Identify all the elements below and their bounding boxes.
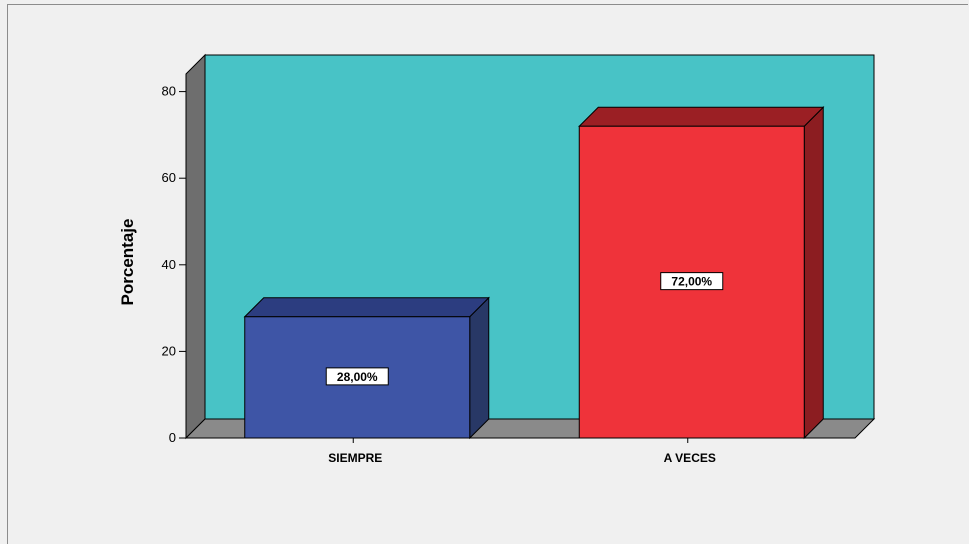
bars-group: 28,00% 72,00% (243, 106, 825, 440)
bar-2: 72,00% (578, 106, 825, 440)
y-tick-label: 0 (169, 430, 176, 445)
data-label-box (660, 272, 724, 291)
bar-top (243, 297, 490, 318)
side-wall (185, 53, 206, 440)
bar-side (803, 106, 824, 440)
y-tick-label: 60 (162, 170, 176, 185)
category-labels: SIEMPRE A VECES (328, 438, 716, 465)
bar-front (244, 316, 471, 439)
category-label: A VECES (664, 451, 716, 465)
bar-side (469, 296, 490, 440)
data-label-box (325, 367, 389, 386)
y-axis-title: Porcentaje (118, 219, 137, 306)
y-tick-label: 40 (162, 257, 176, 272)
data-label: 28,00% (337, 370, 378, 384)
category-label: SIEMPRE (328, 451, 382, 465)
y-axis: 0 20 40 60 80 (162, 84, 186, 445)
bar-1: 28,00% (243, 296, 490, 440)
y-tick-label: 20 (162, 343, 176, 358)
data-label: 72,00% (671, 275, 712, 289)
chart-frame (7, 4, 968, 544)
bar-top (578, 106, 825, 127)
y-tick-label: 80 (162, 84, 176, 99)
